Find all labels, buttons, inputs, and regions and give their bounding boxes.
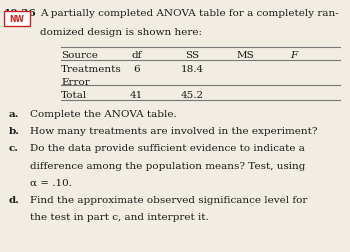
Text: Error: Error — [61, 78, 90, 87]
Point — [59, 46, 63, 49]
Point — [59, 99, 63, 102]
Text: b.: b. — [9, 127, 20, 136]
Text: Treatments: Treatments — [61, 64, 122, 73]
Text: Complete the ANOVA table.: Complete the ANOVA table. — [30, 110, 176, 119]
Text: 18.4: 18.4 — [181, 64, 204, 73]
Text: 41: 41 — [130, 91, 143, 100]
Text: 10.26: 10.26 — [4, 9, 36, 18]
Point — [337, 84, 342, 87]
Text: d.: d. — [9, 195, 20, 204]
Point — [337, 99, 342, 102]
Text: F: F — [290, 50, 298, 59]
Text: df: df — [131, 50, 142, 59]
Text: A partially completed ANOVA table for a completely ran-: A partially completed ANOVA table for a … — [40, 9, 339, 18]
Text: 6: 6 — [133, 64, 140, 73]
Point — [59, 59, 63, 62]
Text: c.: c. — [9, 144, 19, 153]
Text: Find the approximate observed significance level for: Find the approximate observed significan… — [30, 195, 307, 204]
Point — [59, 84, 63, 87]
Text: Total: Total — [61, 91, 88, 100]
Text: Source: Source — [61, 50, 98, 59]
Text: domized design is shown here:: domized design is shown here: — [40, 28, 202, 37]
Text: α = .10.: α = .10. — [30, 178, 72, 187]
Text: the test in part c, and interpret it.: the test in part c, and interpret it. — [30, 212, 209, 222]
Point — [337, 46, 342, 49]
Point — [337, 59, 342, 62]
Text: NW: NW — [9, 15, 24, 24]
Text: SS: SS — [186, 50, 199, 59]
Text: difference among the population means? Test, using: difference among the population means? T… — [30, 161, 305, 170]
Text: MS: MS — [236, 50, 254, 59]
FancyBboxPatch shape — [4, 12, 30, 26]
Text: How many treatments are involved in the experiment?: How many treatments are involved in the … — [30, 127, 317, 136]
Text: 45.2: 45.2 — [181, 91, 204, 100]
Text: a.: a. — [9, 110, 19, 119]
Text: Do the data provide sufficient evidence to indicate a: Do the data provide sufficient evidence … — [30, 144, 304, 153]
